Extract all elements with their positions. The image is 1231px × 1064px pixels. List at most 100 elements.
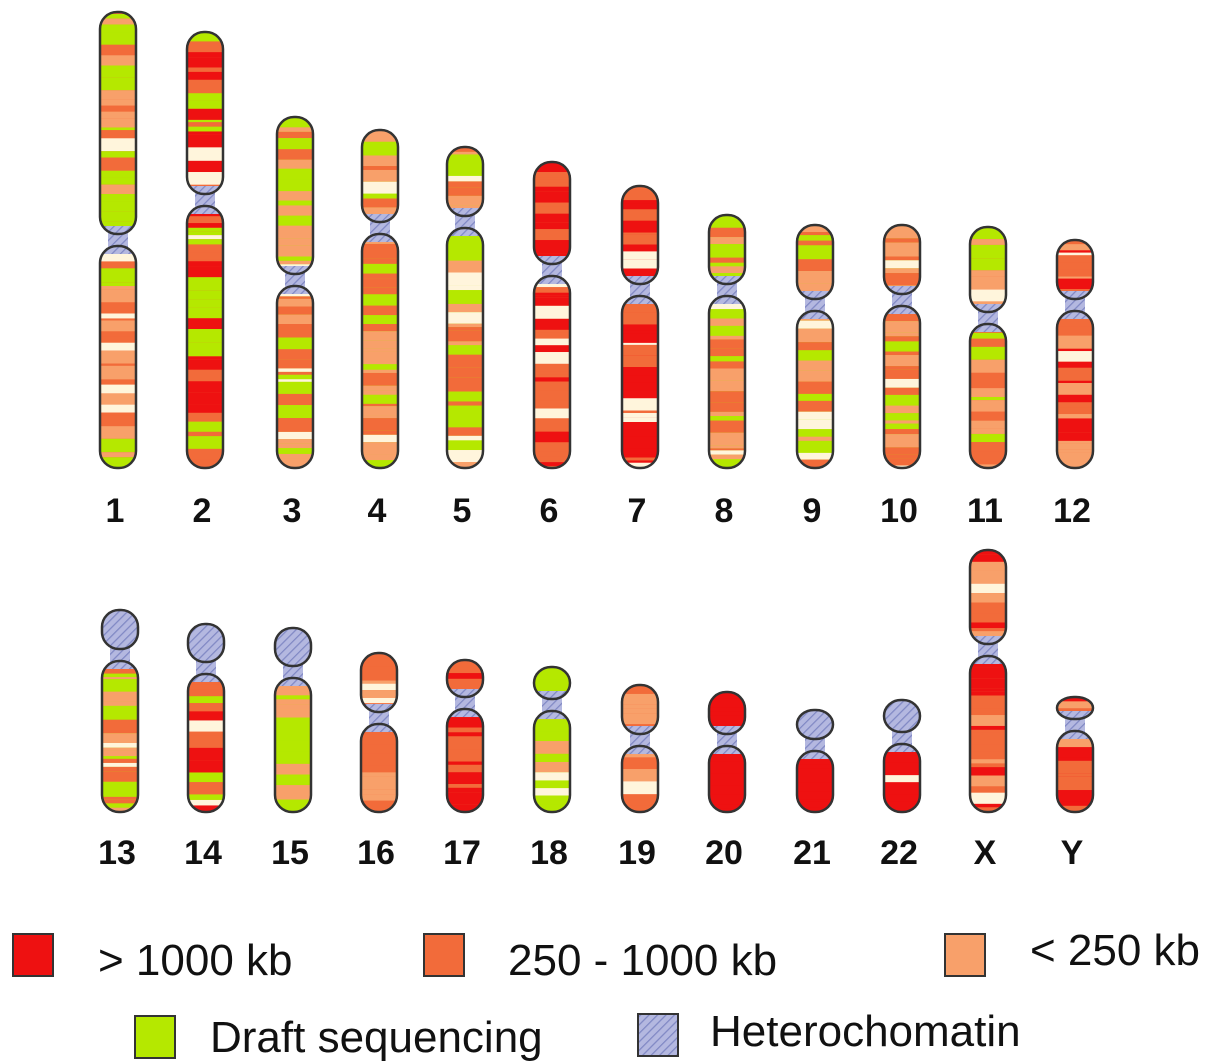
band xyxy=(277,216,313,226)
band xyxy=(709,795,745,805)
band xyxy=(100,336,136,342)
band xyxy=(188,720,224,731)
band xyxy=(100,185,136,194)
band xyxy=(797,259,833,271)
band xyxy=(970,421,1006,429)
band xyxy=(362,340,398,348)
band xyxy=(534,177,570,179)
band xyxy=(622,769,658,781)
band xyxy=(709,416,745,420)
band xyxy=(622,704,658,708)
band xyxy=(884,406,920,414)
band xyxy=(187,393,223,405)
band xyxy=(709,715,745,724)
band xyxy=(275,704,311,709)
band xyxy=(187,266,223,277)
band xyxy=(709,412,745,416)
band xyxy=(188,800,224,805)
band xyxy=(277,349,313,360)
band xyxy=(100,364,136,366)
chromosome-body xyxy=(102,610,138,819)
band xyxy=(100,286,136,290)
band xyxy=(100,351,136,364)
chromosome-label: 22 xyxy=(880,834,918,872)
band xyxy=(275,785,311,795)
chromosome-body xyxy=(797,225,833,472)
band xyxy=(709,228,745,237)
band xyxy=(1057,449,1093,452)
band xyxy=(277,127,313,132)
band xyxy=(275,764,311,775)
band xyxy=(100,45,136,55)
chromosome-body xyxy=(709,215,745,468)
legend-swatch xyxy=(13,934,53,976)
band xyxy=(447,167,483,176)
chromosome xyxy=(797,225,833,472)
band xyxy=(1057,701,1093,708)
band xyxy=(275,720,311,729)
band xyxy=(188,706,224,711)
band xyxy=(884,225,920,238)
legend-label: < 250 kb xyxy=(1030,926,1200,975)
band xyxy=(100,416,136,426)
band xyxy=(361,789,397,794)
band xyxy=(970,360,1006,373)
chromosome xyxy=(709,215,745,468)
band xyxy=(884,429,920,434)
band xyxy=(102,799,138,803)
band xyxy=(187,432,223,436)
band xyxy=(884,454,920,459)
band xyxy=(447,176,483,181)
band xyxy=(622,355,658,367)
band xyxy=(709,258,745,263)
band xyxy=(797,361,833,371)
band xyxy=(622,331,658,334)
band xyxy=(709,215,745,228)
band xyxy=(622,221,658,233)
band xyxy=(534,377,570,381)
band xyxy=(275,709,311,718)
band xyxy=(534,442,570,451)
chromosome xyxy=(622,685,658,819)
band xyxy=(362,274,398,279)
chromosome-body xyxy=(622,186,658,472)
band xyxy=(709,450,745,454)
band xyxy=(534,401,570,407)
band xyxy=(187,67,223,71)
band xyxy=(797,329,833,343)
band xyxy=(362,435,398,442)
band xyxy=(102,797,138,799)
chromosome xyxy=(709,692,745,812)
chromosome-body xyxy=(1057,240,1093,473)
band xyxy=(100,33,136,45)
chromosome xyxy=(534,667,570,816)
band xyxy=(447,154,483,166)
band xyxy=(797,371,833,382)
chromosome-label: 6 xyxy=(540,492,559,530)
band xyxy=(709,326,745,336)
band xyxy=(884,341,920,351)
band xyxy=(361,735,397,745)
band xyxy=(102,720,138,734)
band xyxy=(362,406,398,415)
chromosome-label: 5 xyxy=(453,492,472,530)
band xyxy=(275,695,311,699)
band xyxy=(622,334,658,343)
band xyxy=(709,318,745,325)
band xyxy=(277,149,313,160)
band xyxy=(362,370,398,373)
band xyxy=(187,300,223,308)
band xyxy=(1057,269,1093,276)
band xyxy=(884,763,920,775)
band xyxy=(622,382,658,390)
band xyxy=(884,379,920,388)
band xyxy=(622,233,658,235)
band xyxy=(534,780,570,788)
band xyxy=(709,266,745,273)
band xyxy=(100,119,136,128)
band xyxy=(362,315,398,318)
band xyxy=(362,244,398,250)
band xyxy=(709,361,745,368)
band xyxy=(797,792,833,800)
legend-label: Draft sequencing xyxy=(210,1013,543,1062)
